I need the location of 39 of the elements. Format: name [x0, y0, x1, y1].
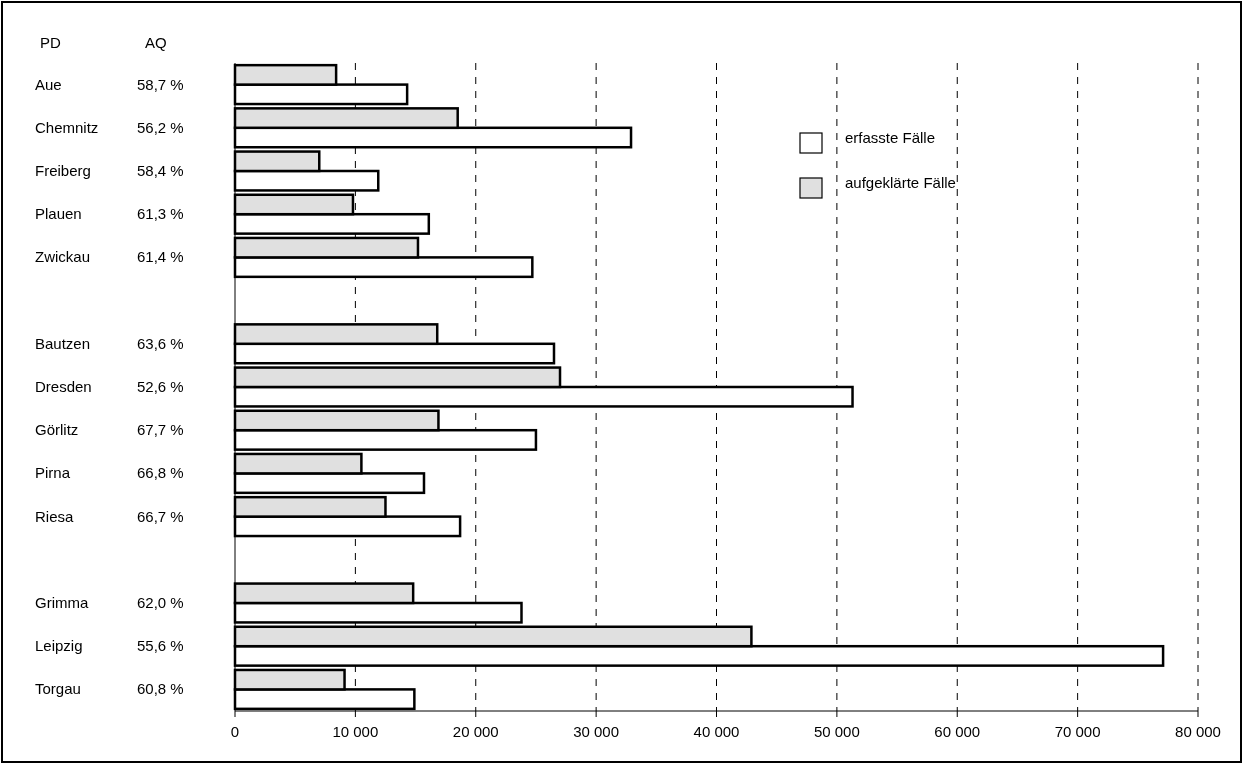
- x-tick-label: 70 000: [1054, 723, 1101, 740]
- text: 66,8 %: [137, 464, 184, 482]
- text: AQ: [145, 34, 167, 51]
- x-tick-label: 0: [230, 723, 240, 740]
- y-tick-label: Freiberg: [35, 162, 91, 179]
- y-tick-label: Dresden: [35, 378, 92, 395]
- y-tick-label: Plauen: [35, 205, 82, 223]
- text: 52,6 %: [137, 378, 184, 395]
- text: 67,7 %: [137, 421, 184, 439]
- x-tick-label: 20 000: [452, 723, 499, 740]
- text: 61,3 %: [137, 205, 184, 223]
- text: 60,8 %: [137, 680, 184, 698]
- legend-label: aufgeklärte Fälle: [845, 174, 956, 191]
- x-tick-label: 40 000: [693, 723, 740, 740]
- legend-label: erfasste Fälle: [845, 129, 936, 146]
- y-tick-label: Torgau: [35, 680, 81, 698]
- y-tick-label: Leipzig: [35, 637, 83, 655]
- y-tick-label: Görlitz: [35, 421, 79, 439]
- y-tick-label: Zwickau: [35, 248, 91, 266]
- text: 56,2 %: [137, 118, 184, 136]
- x-tick-label: 30 000: [573, 723, 620, 740]
- y-tick-label: Bautzen: [35, 334, 91, 352]
- y-tick-label: Grimma: [35, 594, 89, 611]
- text: 55,6 %: [137, 637, 184, 655]
- x-tick-label: 60 000: [934, 723, 981, 740]
- y-axis-title: PD: [40, 34, 61, 51]
- x-tick-label: 10 000: [332, 723, 379, 740]
- y-tick-label: Aue: [35, 75, 62, 93]
- y-tick-label: Chemnitz: [35, 118, 99, 136]
- text: 66,7 %: [137, 507, 184, 525]
- text: 58,4 %: [137, 162, 184, 179]
- text: 62,0 %: [137, 594, 184, 611]
- text: 58,7 %: [137, 75, 184, 93]
- x-tick-label: 80 000: [1175, 723, 1221, 740]
- y-tick-label: Riesa: [35, 507, 75, 525]
- y-tick-label: Pirna: [35, 464, 71, 482]
- text: 63,6 %: [137, 334, 184, 352]
- text: 61,4 %: [137, 248, 184, 266]
- x-tick-label: 50 000: [813, 723, 860, 740]
